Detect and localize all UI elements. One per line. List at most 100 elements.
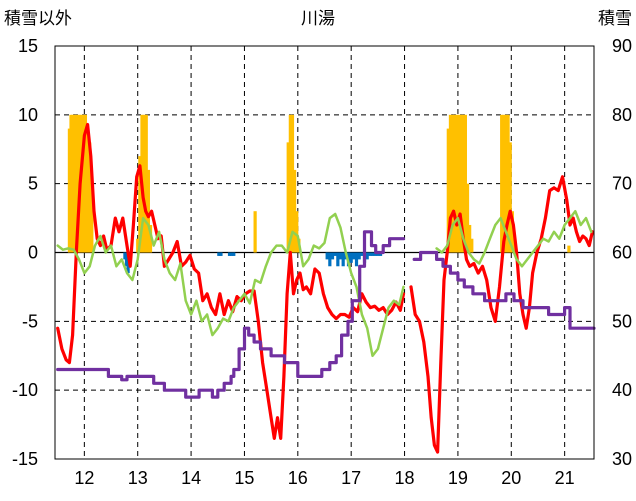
snow-bar bbox=[455, 114, 459, 253]
snow-bar bbox=[146, 169, 150, 253]
snow-bar bbox=[83, 114, 88, 253]
deficit-bar bbox=[333, 252, 337, 256]
deficit-bar bbox=[330, 252, 335, 260]
right-tick-label: 40 bbox=[612, 380, 632, 400]
deficit-bar bbox=[352, 252, 356, 260]
snow-bar bbox=[470, 238, 474, 253]
snow-bar bbox=[463, 114, 467, 253]
snow-bar bbox=[75, 114, 79, 253]
snow-bar bbox=[504, 114, 508, 253]
snow-bar bbox=[71, 114, 75, 253]
snow-bar bbox=[69, 114, 73, 253]
snow-bar bbox=[461, 114, 465, 253]
x-axis-ticks: 12 13 14 15 16 17 18 19 20 21 bbox=[74, 468, 574, 488]
red-series-line bbox=[409, 175, 595, 454]
left-tick-label: -10 bbox=[12, 380, 38, 400]
deficit-bar bbox=[365, 252, 369, 260]
deficit-bar bbox=[341, 252, 345, 267]
snow-bar bbox=[73, 114, 77, 253]
left-tick-label: 10 bbox=[18, 105, 38, 125]
snow-bar bbox=[450, 114, 455, 253]
snow-bar bbox=[88, 142, 92, 253]
plot-frame bbox=[54, 45, 595, 460]
deficit-bar bbox=[328, 252, 332, 267]
deficit-bar bbox=[370, 252, 375, 256]
deficit-bar bbox=[336, 252, 340, 267]
snow-bar bbox=[290, 114, 295, 253]
deficit-bar bbox=[349, 252, 353, 263]
snow-bar bbox=[567, 245, 571, 253]
green-series-line bbox=[56, 212, 405, 358]
x-tick-label: 16 bbox=[288, 468, 308, 488]
x-tick-label: 18 bbox=[395, 468, 415, 488]
left-axis-ticks: 15 10 5 0 -5 -10 -15 bbox=[12, 36, 38, 469]
deficit-bar bbox=[124, 252, 129, 267]
deficit-bar bbox=[354, 252, 359, 267]
deficit-bar bbox=[376, 252, 380, 256]
deficit-bar bbox=[325, 252, 329, 260]
x-tick-label: 15 bbox=[234, 468, 254, 488]
x-tick-label: 20 bbox=[501, 468, 521, 488]
snow-bar bbox=[465, 183, 470, 253]
deficit-bar bbox=[230, 252, 234, 256]
deficit-bar bbox=[227, 252, 232, 256]
deficit-bar bbox=[338, 252, 343, 260]
left-tick-label: -5 bbox=[22, 311, 38, 331]
snow-bar bbox=[459, 114, 463, 253]
snow-bar bbox=[90, 183, 94, 253]
deficit-bar bbox=[123, 252, 127, 260]
snow-bar bbox=[85, 128, 90, 253]
left-tick-label: 15 bbox=[18, 36, 38, 56]
snow-bar bbox=[506, 114, 510, 253]
deficit-bar bbox=[357, 252, 361, 260]
snow-bar bbox=[148, 224, 153, 253]
green-series-line bbox=[435, 209, 593, 268]
x-tick-label: 14 bbox=[181, 468, 201, 488]
snow-bar bbox=[136, 238, 140, 253]
x-tick-label: 21 bbox=[555, 468, 575, 488]
snow-bar bbox=[500, 114, 504, 253]
right-axis-title: 積雪 bbox=[598, 9, 632, 28]
x-tick-label: 19 bbox=[448, 468, 468, 488]
right-tick-label: 30 bbox=[612, 449, 632, 469]
deficit-bar bbox=[219, 252, 223, 256]
left-tick-label: 0 bbox=[28, 243, 38, 263]
snow-bar bbox=[253, 211, 257, 253]
right-tick-label: 90 bbox=[612, 36, 632, 56]
deficit-bar bbox=[373, 252, 377, 256]
chart-title: 川湯 bbox=[301, 9, 335, 28]
snow-bar bbox=[446, 128, 450, 253]
snow-bar bbox=[288, 114, 292, 253]
deficit-bar bbox=[368, 252, 372, 256]
chart-bars bbox=[67, 114, 571, 274]
snow-bar bbox=[142, 114, 146, 253]
snow-bar bbox=[453, 114, 457, 253]
snow-bar bbox=[457, 114, 461, 253]
snow-bar bbox=[67, 128, 72, 253]
snow-bar bbox=[138, 156, 142, 253]
x-tick-label: 13 bbox=[128, 468, 148, 488]
right-tick-label: 70 bbox=[612, 174, 632, 194]
snow-bar bbox=[293, 169, 297, 253]
snow-bar bbox=[81, 114, 85, 253]
right-tick-label: 60 bbox=[612, 243, 632, 263]
purple-series-line bbox=[56, 230, 406, 399]
right-axis-ticks: 90 80 70 60 50 40 30 bbox=[612, 36, 632, 469]
snow-bar bbox=[295, 211, 299, 253]
right-tick-label: 80 bbox=[612, 105, 632, 125]
left-tick-label: 5 bbox=[28, 174, 38, 194]
deficit-bar bbox=[378, 252, 383, 256]
x-tick-label: 17 bbox=[341, 468, 361, 488]
snow-bar bbox=[448, 114, 453, 253]
snow-bar bbox=[468, 224, 472, 253]
left-tick-label: -15 bbox=[12, 449, 38, 469]
snow-bar bbox=[144, 114, 148, 253]
deficit-bar bbox=[360, 252, 364, 256]
chart-series-lines bbox=[56, 122, 596, 454]
deficit-bar bbox=[232, 252, 236, 256]
snow-bar bbox=[286, 142, 290, 253]
snow-bar bbox=[502, 114, 506, 253]
purple-series-line bbox=[412, 250, 596, 330]
snow-bar bbox=[508, 142, 512, 253]
